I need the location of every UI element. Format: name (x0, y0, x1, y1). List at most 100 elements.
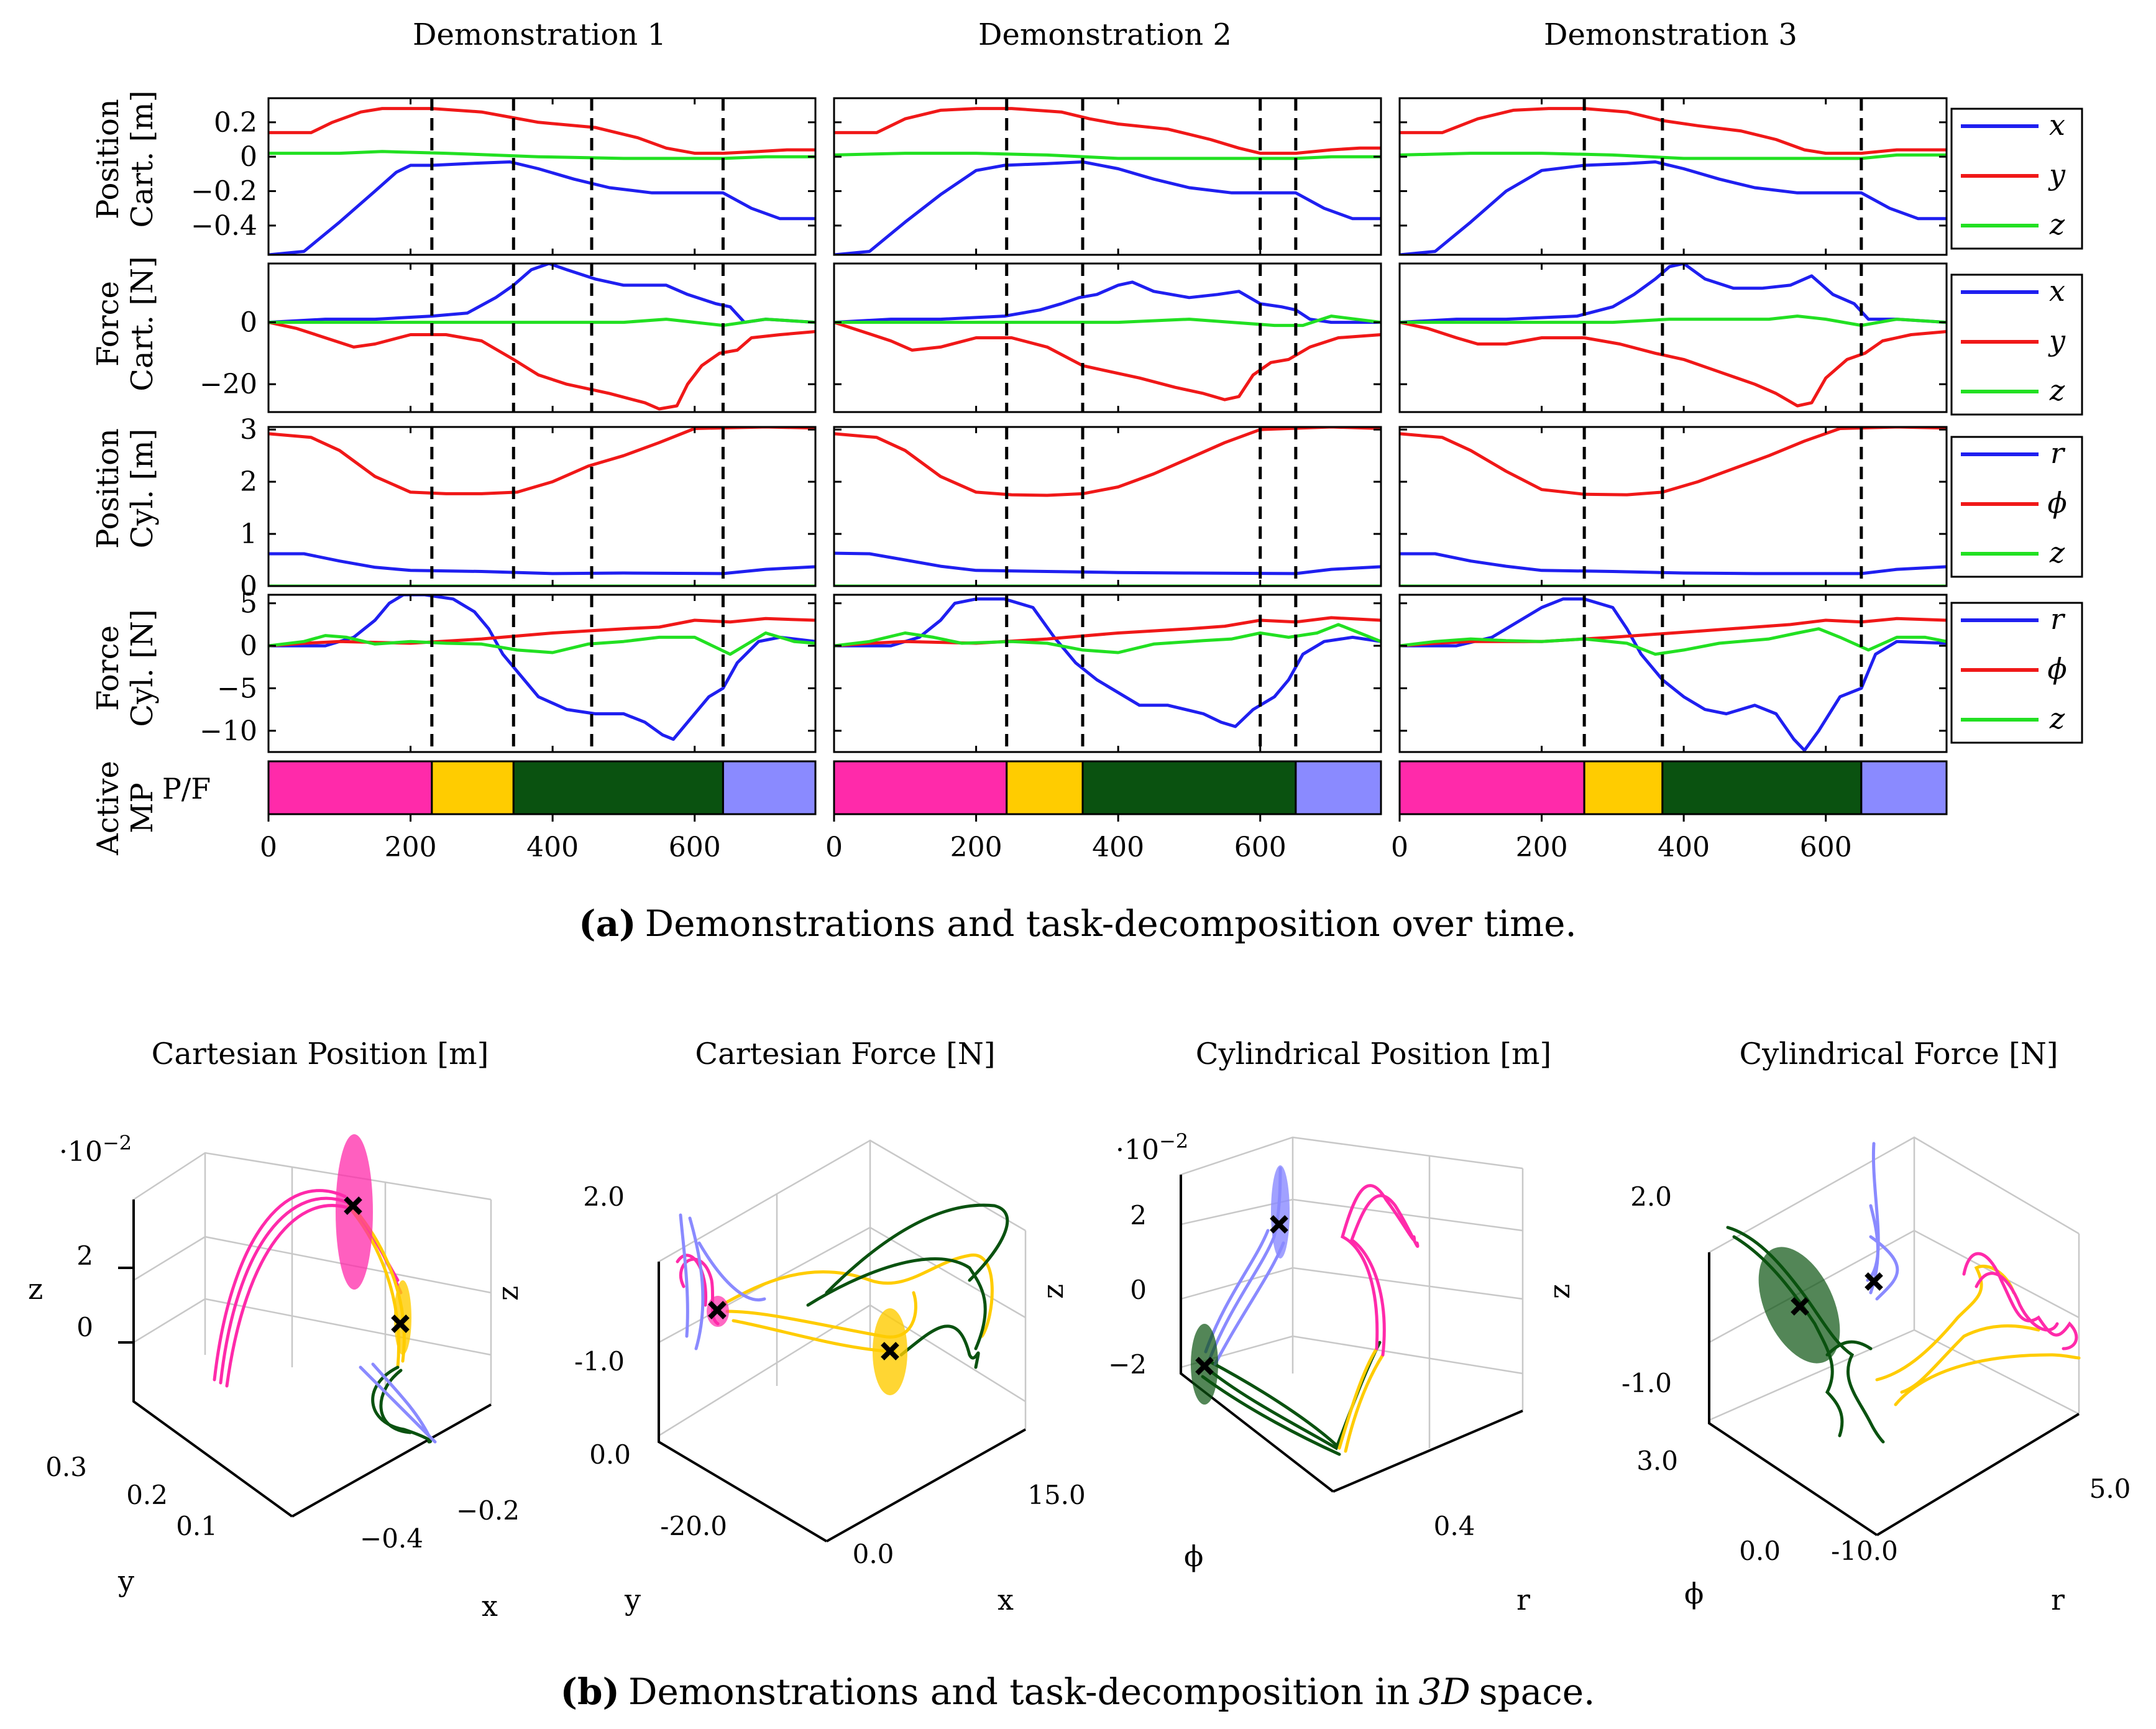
grid-line (658, 1304, 1026, 1437)
row-label-line2: MP (125, 782, 160, 833)
z-tick: −2 (1108, 1349, 1147, 1380)
subplot (833, 426, 1382, 587)
trajectory-darkgreen (1201, 1375, 1341, 1456)
segment-magenta (1398, 760, 1585, 815)
z-tick: 2 (76, 1241, 93, 1271)
z-tick: 2.0 (1630, 1181, 1672, 1212)
caption-a: (a) Demonstrations and task-decomposition… (579, 902, 1577, 945)
y-tick-label: −0.4 (191, 210, 257, 242)
exponent-base: ·10 (59, 1136, 103, 1168)
series-line-z (834, 623, 1381, 654)
grid-line (658, 1226, 1026, 1344)
z-tick: -1.0 (574, 1346, 625, 1377)
box-grid (658, 1139, 1027, 1437)
series-line-x (268, 160, 815, 255)
legend-label: r (2050, 436, 2066, 470)
y-tick-label: 0 (240, 571, 257, 602)
z-tick: 0 (76, 1312, 93, 1342)
row-label-position-cyl: Position Cyl. [m] (91, 428, 160, 549)
subplot-frame (267, 97, 817, 256)
exponent-label: ·10−2 (59, 1131, 132, 1168)
trajectory-yellow (719, 1254, 994, 1338)
trajectory-yellow (725, 1291, 917, 1339)
x-axis-label: r (1516, 1583, 1530, 1617)
series-line-y (834, 107, 1381, 155)
subplot-frame (1398, 97, 1948, 256)
x-tick: 5.0 (2089, 1474, 2131, 1504)
series-line-r (1400, 597, 1947, 752)
z-tick: 2.0 (583, 1181, 625, 1212)
trajectory-magenta (1975, 1272, 2059, 1332)
subplot-frame (267, 594, 817, 753)
mean-marker (881, 1342, 899, 1360)
series-line-x (1400, 160, 1947, 255)
series-line-z (268, 150, 815, 160)
axis-line (1876, 1413, 2080, 1536)
x-tick-label: 200 (385, 832, 437, 863)
series-line-y (268, 321, 815, 411)
trajectory-lavender (1869, 1235, 1899, 1301)
legend-label: z (2049, 536, 2065, 569)
mean-marker (344, 1196, 362, 1215)
caption-a-text: Demonstrations and task-decomposition ov… (645, 902, 1577, 945)
box-grid (1709, 1136, 2080, 1421)
axis-line (1333, 1410, 1523, 1493)
x-axis-label: x (482, 1589, 498, 1623)
series-line-ϕ (268, 617, 815, 648)
trajectory-magenta (225, 1204, 403, 1388)
segment-lavender (1295, 760, 1382, 815)
z-axis-label: z (28, 1272, 43, 1306)
segment-lavender (1860, 760, 1948, 815)
subplot-frame (833, 426, 1382, 587)
trajectory-lavender (697, 1241, 766, 1301)
mean-marker (1865, 1272, 1883, 1291)
covariance-ellipse (1271, 1165, 1290, 1259)
legend-label: ϕ (2047, 652, 2067, 686)
x-tick-label: 400 (1658, 832, 1710, 863)
trajectory-darkgreen (899, 1324, 980, 1369)
subplot-frame (1398, 426, 1948, 587)
subplot-frame (833, 262, 1382, 413)
legend-label: z (2049, 208, 2065, 241)
subplot-frame (833, 97, 1382, 256)
segment-darkgreen (512, 760, 724, 815)
axis-line (1180, 1175, 1334, 1493)
pf-label: P/F (162, 772, 211, 805)
segment-yellow (431, 760, 515, 815)
trajectory-yellow (1875, 1264, 2016, 1382)
x-tick: −0.4 (360, 1523, 423, 1554)
subplot (833, 594, 1382, 753)
series-line-z (268, 318, 815, 328)
row-label-force-cart: Force Cart. [N] (91, 256, 160, 392)
series-line-r (1400, 552, 1947, 576)
subplot: 0 −20 (200, 262, 817, 413)
z-tick: 0 (1130, 1275, 1147, 1305)
y-tick-label: 2 (240, 466, 257, 498)
subplot: 3 2 1 0 (240, 414, 817, 602)
y-axis-label: y (117, 1564, 134, 1598)
axis-line (132, 1199, 293, 1518)
subplot (1398, 426, 1948, 587)
y-tick-label: −10 (200, 715, 257, 747)
trajectory-magenta (213, 1189, 347, 1382)
y-axis-label: y (624, 1583, 641, 1617)
row-label-line1: Force (91, 281, 126, 367)
y-tick-label: 0 (240, 307, 257, 339)
y-tick: 0.3 (45, 1452, 87, 1482)
x-tick-label: 0 (825, 832, 843, 863)
legend-label: x (2049, 274, 2065, 308)
z-axis-label: z (1543, 1284, 1576, 1299)
trajectory-magenta (676, 1254, 708, 1307)
x-tick-label: 200 (1516, 832, 1568, 863)
series-line-y (1400, 321, 1947, 408)
series-line-z (834, 152, 1381, 160)
trajectory-magenta (1350, 1194, 1420, 1357)
x-tick-label: 600 (1234, 832, 1287, 863)
trajectory-darkgreen (379, 1369, 412, 1434)
exponent-power: −2 (103, 1131, 132, 1155)
trajectory-lavender (679, 1213, 689, 1338)
x-tick-label: 0 (260, 832, 277, 863)
y-tick: 0.0 (1739, 1536, 1781, 1566)
x-axis-label: x (998, 1583, 1014, 1617)
